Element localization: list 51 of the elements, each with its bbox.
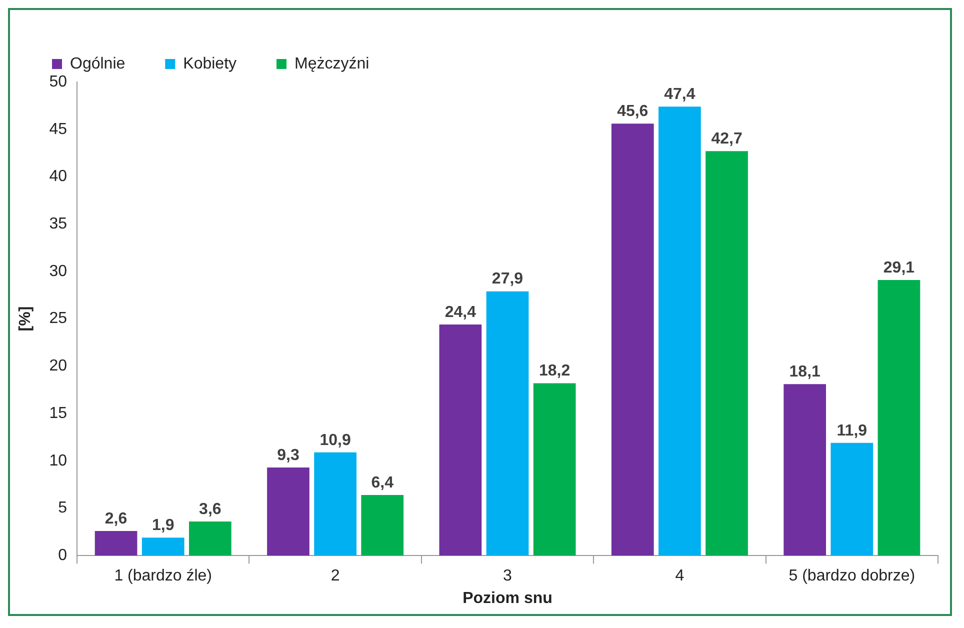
bar [830, 442, 874, 556]
y-tick-label: 15 [49, 404, 68, 422]
y-tick-label: 40 [49, 168, 68, 186]
y-tick-label: 0 [58, 547, 68, 564]
data-label: 24,4 [444, 304, 476, 321]
y-tick-label: 35 [49, 215, 68, 232]
bar [142, 538, 184, 556]
data-label: 42,7 [711, 130, 742, 148]
legend-label: Kobiety [183, 55, 237, 72]
data-label: 45,6 [617, 103, 648, 120]
bar [439, 324, 482, 556]
x-tick-label: 5 (bardzo dobrze) [788, 568, 916, 585]
data-label: 9,3 [277, 446, 300, 464]
bar [361, 494, 404, 556]
y-tick-label: 45 [49, 120, 68, 138]
legend-label: Mężczyźni [294, 55, 370, 72]
bar [878, 280, 920, 556]
data-label: 6,4 [371, 474, 394, 492]
bar [533, 383, 576, 556]
data-label: 10,9 [320, 432, 351, 449]
bar [94, 530, 138, 556]
y-tick-label: 30 [49, 262, 68, 280]
x-tick-label: 2 [330, 568, 340, 585]
bar [267, 468, 310, 556]
y-tick-label: 20 [49, 358, 68, 375]
y-tick-label: 50 [49, 73, 68, 90]
y-tick-label: 10 [49, 452, 68, 470]
bar [486, 291, 529, 556]
x-axis-title: Poziom snu [462, 590, 552, 607]
data-label: 18,1 [789, 364, 821, 381]
legend-label: Ogólnie [70, 55, 126, 72]
data-label: 1,9 [152, 517, 174, 534]
x-tick-label: 1 (bardzo źle) [114, 568, 212, 585]
y-tick-label: 5 [58, 500, 68, 517]
x-tick-label: 3 [503, 568, 512, 585]
bar [706, 151, 748, 556]
bar [611, 124, 654, 556]
data-label: 18,2 [538, 362, 570, 380]
data-label: 11,9 [836, 422, 868, 440]
bar [658, 106, 701, 556]
data-label: 2,6 [104, 510, 128, 528]
y-tick-label: 25 [49, 310, 68, 328]
bar [188, 522, 232, 556]
bar [784, 384, 826, 556]
x-tick-label: 4 [675, 568, 684, 585]
data-label: 29,1 [883, 259, 915, 276]
data-label: 3,6 [199, 500, 222, 518]
y-axis-title: [%] [17, 306, 34, 332]
data-label: 27,9 [492, 270, 524, 288]
data-label: 47,4 [664, 86, 696, 104]
bar [314, 452, 356, 556]
